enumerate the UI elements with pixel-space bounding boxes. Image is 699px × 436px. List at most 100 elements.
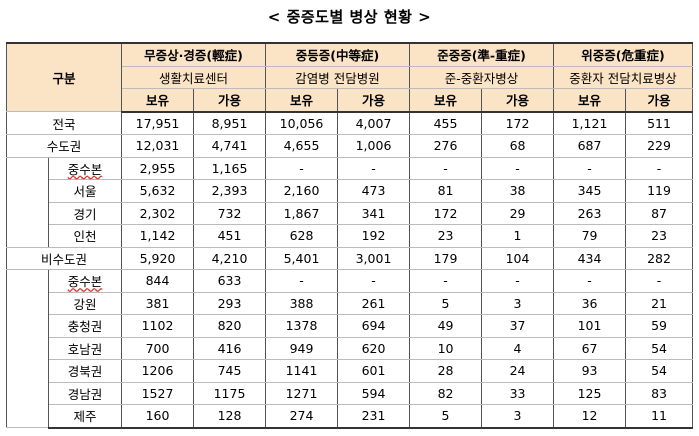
col-header: 보유 [121,88,195,113]
page-title: < 중증도별 병상 현황 > [267,8,432,26]
table-cell: 172 [481,111,555,135]
table-cell: 620 [337,336,411,360]
table-cell: 455 [409,111,483,135]
subregion-name: 강원 [47,291,123,315]
table-cell: 79 [553,224,627,248]
table-cell: 83 [625,381,694,405]
table-cell: 28 [409,359,483,383]
table-cell: 633 [193,269,267,293]
table-cell: 54 [625,359,694,383]
table-cell: 8,951 [193,111,267,135]
table-cell: 119 [625,179,694,203]
table-cell: 1378 [265,314,339,338]
table-cell: 1141 [265,359,339,383]
table-cell: 511 [625,111,694,135]
table-cell: 3 [481,291,555,315]
table-cell: 820 [193,314,267,338]
table-cell: 54 [625,336,694,360]
table-cell: 4,741 [193,134,267,158]
table-row: 중수본 844 633- - - - - - [6,269,694,428]
table-cell: 745 [193,359,267,383]
group-header-semi-severe: 준중증(準-重症) [409,42,555,67]
table-cell: - [265,269,339,293]
table-row: 전국 17,951 8,951 10,056 4,007 455 172 1,121 511 [5,111,694,135]
table-cell: 12,031 [121,134,195,158]
table-cell: 694 [337,314,411,338]
table-row: 중수본 2,955 1,165- - - - - - [6,156,694,248]
table-cell: 434 [553,246,627,270]
table-row: 수도권 12,031 4,741 4,655 1,006 276 68 687 229 [5,134,694,158]
table-row: 충청권 1102 820 1378 694 49 37 101 59 [7,314,694,338]
table-cell: 87 [625,201,694,225]
group-subheader-moderate: 감염병 전담병원 [265,65,411,89]
table-cell: 67 [553,336,627,360]
table-cell: 5,920 [121,246,195,270]
table-cell: 388 [265,291,339,315]
table-cell: 10,056 [265,111,339,135]
table-cell: 172 [409,201,483,225]
table-cell: 341 [337,201,411,225]
table-row: 제주 160 128 274 231 5 3 12 11 [7,404,694,429]
table-cell: 263 [553,201,627,225]
table-cell: 2,160 [265,179,339,203]
subregion-name: 인천 [47,224,123,248]
table-cell: 21 [625,291,694,315]
table-cell: 1,867 [265,201,339,225]
table-cell: 274 [265,404,339,429]
table-cell: 24 [481,359,555,383]
table-row: 비수도권 5,920 4,210 5,401 3,001 179 104 434 282 [5,246,694,270]
table-cell: 1,006 [337,134,411,158]
table-cell: 473 [337,179,411,203]
subregion-name: 경남권 [47,381,123,405]
table-cell: 416 [193,336,267,360]
table-cell: 1527 [121,381,195,405]
region-name: 전국 [5,111,123,135]
table-cell: 5 [409,291,483,315]
table-cell: 844 [121,269,195,293]
table-cell: 4 [481,336,555,360]
subregion-name: 경북권 [47,359,123,383]
table-cell: 33 [481,381,555,405]
table-row: 경남권 1527 1175 1271 594 82 33 125 83 [7,381,694,405]
table-cell: 101 [553,314,627,338]
group-header-moderate: 중등증(中等症) [265,42,411,67]
table-row: 서울 5,632 2,393 2,160 473 81 38 345 119 [7,179,694,203]
table-row: 강원 381 293 388 261 5 3 36 21 [7,291,694,315]
table-cell: 93 [553,359,627,383]
table-cell: 293 [193,291,267,315]
table-cell: 5,401 [265,246,339,270]
table-cell: 2,302 [121,201,195,225]
table-cell: 451 [193,224,267,248]
table-cell: 59 [625,314,694,338]
table-cell: - [409,269,483,293]
indent-cell [6,156,49,248]
table-cell: 628 [265,224,339,248]
table-cell: 37 [481,314,555,338]
col-header: 보유 [409,88,483,113]
table-cell: 10 [409,336,483,360]
table-cell: 231 [337,404,411,429]
table-cell: 3 [481,404,555,429]
table-cell: 381 [121,291,195,315]
table-cell: 4,007 [337,111,411,135]
table-cell: - [409,156,483,180]
region-name: 수도권 [5,134,123,158]
table-cell: 125 [553,381,627,405]
region-name: 비수도권 [5,246,123,270]
table-cell: 345 [553,179,627,203]
table-cell: 49 [409,314,483,338]
table-cell: 128 [193,404,267,429]
table-cell: 179 [409,246,483,270]
table-cell: 5,632 [121,179,195,203]
table-row: 인천 1,142 451 628 192 23 1 79 23 [7,224,694,248]
table-cell: 1271 [265,381,339,405]
table-cell: - [337,269,411,293]
table-cell: 687 [553,134,627,158]
table-cell: 104 [481,246,555,270]
col-header: 가용 [625,88,694,113]
table-cell: 2,393 [193,179,267,203]
subregion-name: 호남권 [47,336,123,360]
group-subheader-semi-severe: 준-중환자병상 [409,65,555,89]
col-header: 보유 [265,88,339,113]
table-cell: 192 [337,224,411,248]
